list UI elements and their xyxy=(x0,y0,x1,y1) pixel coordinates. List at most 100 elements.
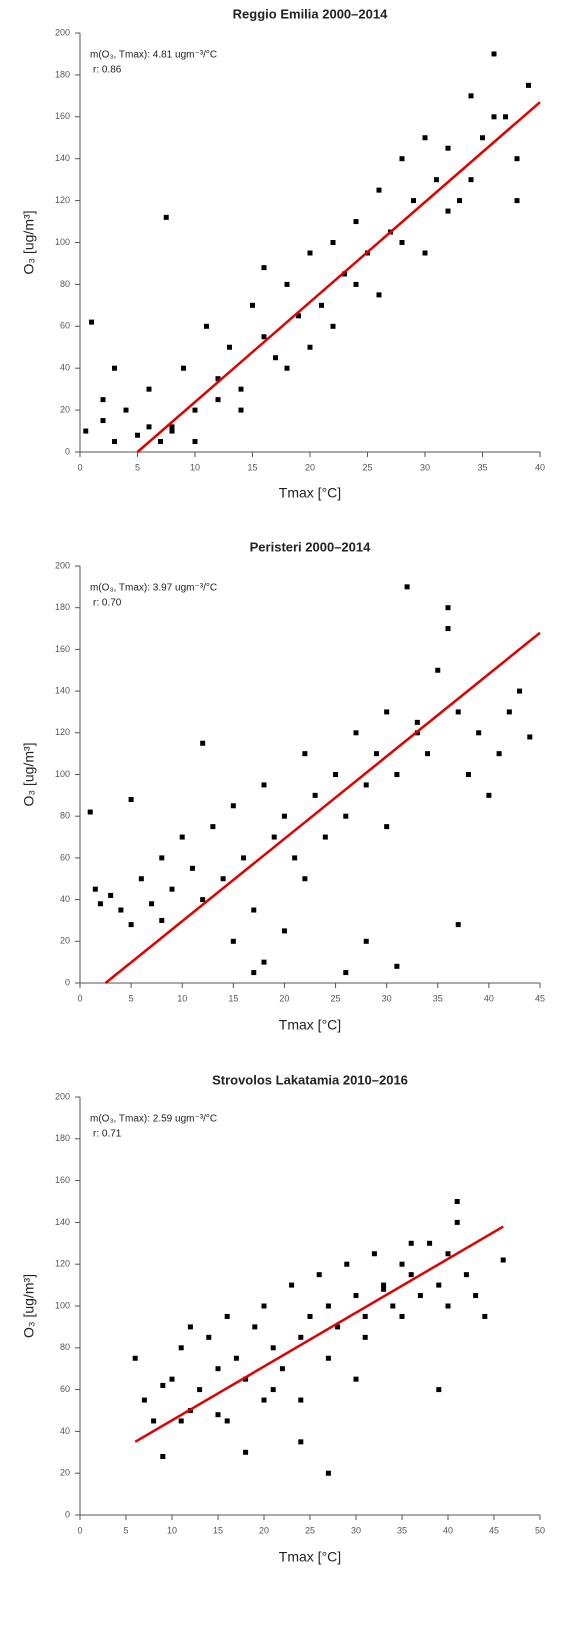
scatter-point xyxy=(506,709,512,715)
y-tick-label: 200 xyxy=(55,1091,70,1101)
x-tick-label: 20 xyxy=(279,993,289,1003)
scatter-point xyxy=(325,1470,331,1476)
scatter-point xyxy=(289,1282,295,1288)
scatter-point xyxy=(178,1345,184,1351)
scatter-point xyxy=(517,688,523,694)
scatter-point xyxy=(500,1257,506,1263)
scatter-point xyxy=(434,177,439,183)
x-tick-label: 25 xyxy=(362,462,372,472)
annotation: m(O₃, Tmax): 2.59 ugm⁻³/°C xyxy=(90,1114,217,1125)
scatter-point xyxy=(445,208,451,214)
scatter-point xyxy=(343,970,349,976)
scatter-point xyxy=(298,1334,304,1340)
scatter-point xyxy=(325,1355,331,1361)
scatter-point xyxy=(284,281,290,287)
scatter-point xyxy=(436,1282,442,1288)
scatter-point xyxy=(496,751,502,757)
y-tick-label: 80 xyxy=(60,279,70,289)
y-tick-label: 140 xyxy=(55,685,70,695)
scatter-point xyxy=(215,1366,221,1372)
annotation: m(O₃, Tmax): 4.81 ugm⁻³/°C xyxy=(90,50,217,61)
y-tick-label: 80 xyxy=(60,1342,70,1352)
scatter-point xyxy=(169,424,175,430)
scatter-point xyxy=(363,938,369,944)
scatter-point xyxy=(353,1376,359,1382)
scatter-point xyxy=(353,730,359,736)
scatter-point xyxy=(404,584,410,590)
y-axis-label: O₃ [ug/m³] xyxy=(21,1274,37,1338)
x-tick-label: 5 xyxy=(129,993,134,1003)
scatter-point xyxy=(261,1397,267,1403)
y-tick-label: 120 xyxy=(55,1259,70,1269)
y-tick-label: 80 xyxy=(60,811,70,821)
scatter-point xyxy=(220,876,226,882)
scatter-point xyxy=(381,1286,387,1292)
scatter-point xyxy=(270,1387,276,1393)
scatter-point xyxy=(454,1199,460,1204)
scatter-point xyxy=(210,824,216,830)
y-axis-label: O₃ [ug/m³] xyxy=(21,210,37,274)
scatter-point xyxy=(307,1313,313,1319)
scatter-point xyxy=(394,772,400,777)
scatter-point xyxy=(390,1303,396,1309)
scatter-point xyxy=(251,970,257,976)
x-tick-label: 30 xyxy=(382,993,392,1003)
x-tick-label: 20 xyxy=(305,462,315,472)
y-tick-label: 60 xyxy=(60,321,70,331)
scatter-point xyxy=(192,407,198,413)
scatter-point xyxy=(160,1453,166,1459)
scatter-point xyxy=(146,386,152,392)
y-tick-label: 100 xyxy=(55,769,70,779)
scatter-point xyxy=(132,1355,138,1361)
scatter-point xyxy=(273,355,278,361)
fit-line xyxy=(104,631,541,984)
scatter-point xyxy=(238,407,244,413)
scatter-point xyxy=(89,319,94,325)
scatter-point xyxy=(302,751,308,757)
y-tick-label: 0 xyxy=(65,446,70,456)
y-tick-label: 100 xyxy=(55,1300,70,1310)
scatter-point xyxy=(284,365,290,371)
x-tick-label: 15 xyxy=(213,1525,223,1535)
scatter-point xyxy=(215,1412,221,1418)
fit-line xyxy=(134,1225,504,1443)
x-tick-label: 30 xyxy=(351,1525,361,1535)
scatter-point xyxy=(399,156,405,162)
y-tick-label: 40 xyxy=(60,363,70,373)
scatter-point xyxy=(158,439,163,445)
scatter-point xyxy=(482,1313,488,1319)
x-tick-label: 40 xyxy=(484,993,494,1003)
x-axis-label: Tmax [°C] xyxy=(279,1549,341,1565)
scatter-point xyxy=(233,1355,239,1361)
y-tick-label: 0 xyxy=(65,1509,70,1519)
scatter-point xyxy=(200,740,206,746)
scatter-point xyxy=(454,1219,460,1225)
scatter-point xyxy=(118,907,124,913)
scatter-point xyxy=(399,240,405,245)
scatter-point xyxy=(376,187,382,193)
scatter-point xyxy=(230,803,236,809)
scatter-point xyxy=(100,418,106,424)
scatter-point xyxy=(302,876,308,882)
scatter-point xyxy=(298,1397,304,1403)
scatter-point xyxy=(92,886,98,892)
scatter-point xyxy=(422,135,428,141)
scatter-point xyxy=(135,432,140,438)
scatter-point xyxy=(343,813,349,819)
scatter-point xyxy=(399,1261,405,1267)
chart-title: Reggio Emilia 2000–2014 xyxy=(233,6,388,21)
annotation: r: 0.71 xyxy=(93,1129,122,1140)
scatter-point xyxy=(178,1418,184,1424)
scatter-point xyxy=(160,1382,166,1388)
y-tick-label: 200 xyxy=(55,560,70,570)
scatter-point xyxy=(261,782,267,788)
scatter-point xyxy=(527,734,533,740)
scatter-point xyxy=(384,709,390,715)
scatter-point xyxy=(408,1240,414,1246)
scatter-point xyxy=(491,51,497,57)
scatter-point xyxy=(414,719,420,725)
scatter-point xyxy=(250,302,255,308)
scatter-point xyxy=(307,250,313,256)
x-tick-label: 45 xyxy=(535,993,545,1003)
scatter-point xyxy=(204,323,209,329)
